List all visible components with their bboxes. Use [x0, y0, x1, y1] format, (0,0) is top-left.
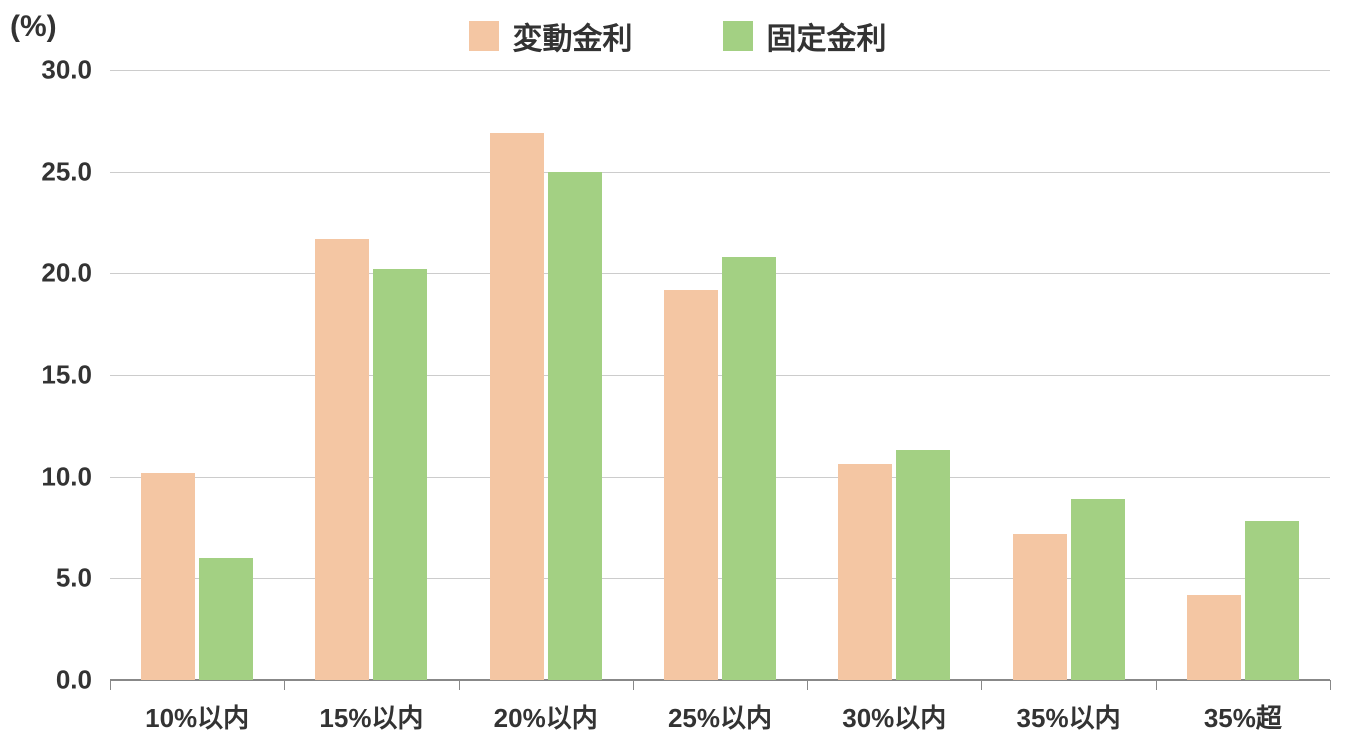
legend-swatch-1 — [723, 21, 753, 51]
y-tick-label: 25.0 — [0, 156, 92, 187]
x-tick-label: 35%以内 — [1017, 698, 1121, 735]
bar-変動金利-5 — [1013, 534, 1067, 680]
y-tick-label: 10.0 — [0, 461, 92, 492]
bar-変動金利-2 — [490, 133, 544, 680]
bar-固定金利-3 — [722, 257, 776, 680]
y-tick-label: 30.0 — [0, 55, 92, 86]
y-tick-label: 15.0 — [0, 360, 92, 391]
y-tick-label: 20.0 — [0, 258, 92, 289]
gridline — [110, 375, 1330, 376]
category-tick — [1156, 680, 1157, 690]
x-tick-label: 35%超 — [1204, 698, 1282, 735]
gridline — [110, 172, 1330, 173]
legend-item-0: 変動金利 — [469, 14, 633, 58]
legend-label-0: 変動金利 — [513, 14, 633, 58]
category-tick — [284, 680, 285, 690]
chart-container: (%) 変動金利固定金利 10%以内15%以内20%以内25%以内30%以内35… — [0, 0, 1355, 754]
gridline — [110, 477, 1330, 478]
category-tick — [110, 680, 111, 690]
bar-変動金利-1 — [315, 239, 369, 680]
category-tick — [1330, 680, 1331, 690]
gridline — [110, 273, 1330, 274]
y-tick-label: 5.0 — [0, 563, 92, 594]
category-tick — [633, 680, 634, 690]
category-tick — [981, 680, 982, 690]
bar-固定金利-1 — [373, 269, 427, 680]
x-tick-label: 10%以内 — [145, 698, 249, 735]
bar-変動金利-0 — [141, 473, 195, 680]
legend-swatch-0 — [469, 21, 499, 51]
bar-固定金利-0 — [199, 558, 253, 680]
gridline — [110, 70, 1330, 71]
bar-変動金利-3 — [664, 290, 718, 680]
plot-area — [110, 70, 1330, 680]
x-tick-label: 20%以内 — [494, 698, 598, 735]
bar-変動金利-4 — [838, 464, 892, 680]
bar-変動金利-6 — [1187, 595, 1241, 680]
bar-固定金利-6 — [1245, 521, 1299, 680]
bar-固定金利-2 — [548, 172, 602, 680]
legend-label-1: 固定金利 — [767, 14, 887, 58]
legend-item-1: 固定金利 — [723, 14, 887, 58]
legend: 変動金利 固定金利 — [0, 14, 1355, 58]
category-tick — [807, 680, 808, 690]
bar-固定金利-4 — [896, 450, 950, 680]
gridline — [110, 578, 1330, 579]
x-tick-label: 15%以内 — [319, 698, 423, 735]
x-axis-line — [110, 679, 1330, 681]
category-tick — [459, 680, 460, 690]
bar-固定金利-5 — [1071, 499, 1125, 680]
y-tick-label: 0.0 — [0, 665, 92, 696]
x-tick-label: 25%以内 — [668, 698, 772, 735]
x-tick-label: 30%以内 — [842, 698, 946, 735]
